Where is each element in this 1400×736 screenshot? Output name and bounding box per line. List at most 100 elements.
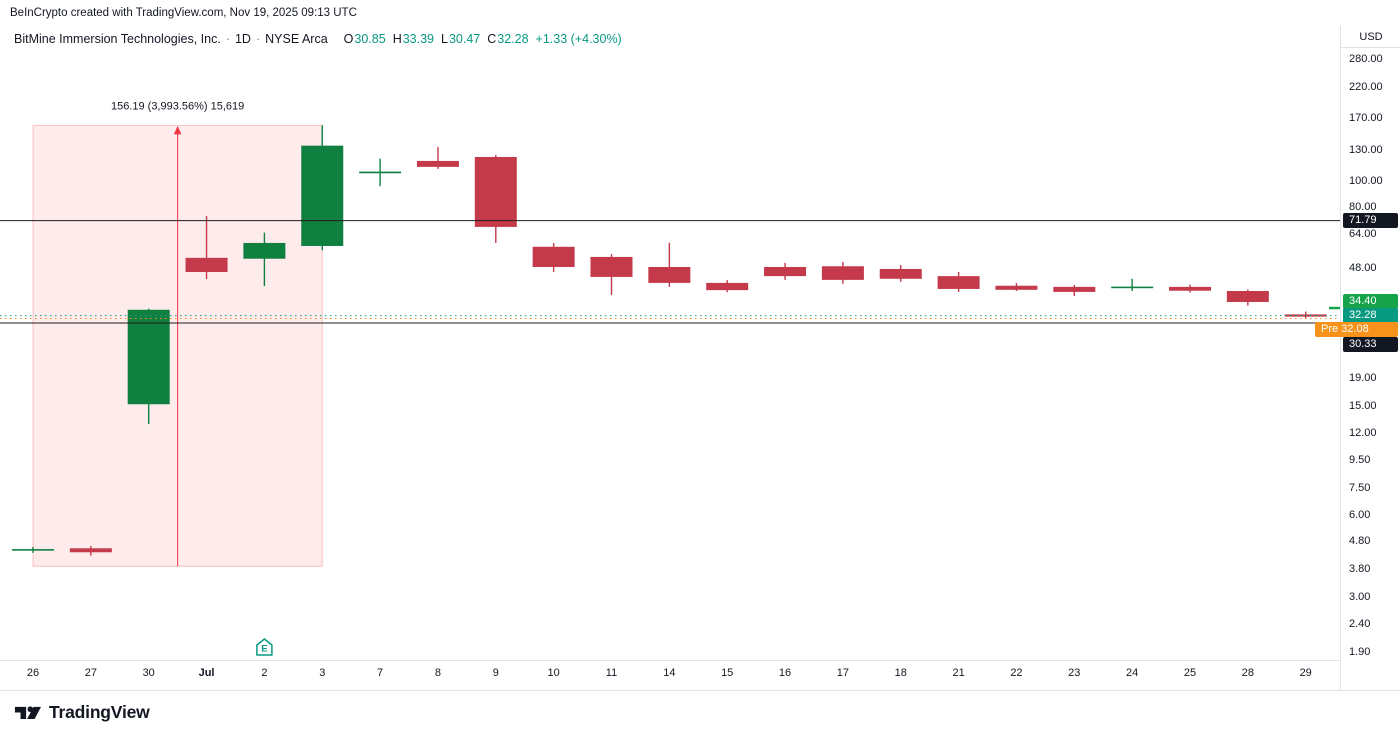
candle-17[interactable]: [821, 261, 864, 284]
time-label-8: 8: [434, 667, 441, 679]
measurement-label: 156.19 (3,993.56%) 15,619: [111, 100, 244, 112]
attribution-bar: BeInCrypto created with TradingView.com,…: [0, 0, 1400, 26]
price-label-71.79: 71.79: [1343, 213, 1398, 228]
candle-23[interactable]: [1053, 284, 1096, 296]
price-tick: 1.90: [1349, 645, 1371, 658]
time-label-16: 16: [778, 667, 792, 679]
time-label-2: 2: [261, 667, 268, 679]
price-tick: 170.00: [1349, 111, 1383, 124]
time-label-7: 7: [377, 667, 384, 679]
current-price-marker: [1329, 306, 1340, 310]
candle-Jul[interactable]: [185, 215, 228, 280]
price-tick: 6.00: [1349, 508, 1371, 521]
price-tick: 15.00: [1349, 400, 1377, 413]
candle-11[interactable]: [590, 254, 633, 295]
price-label-32.28: 32.28: [1343, 308, 1398, 323]
candle-18[interactable]: [879, 265, 922, 282]
ohlc-value-L: 30.47: [448, 32, 481, 46]
candle-27[interactable]: [69, 545, 112, 556]
candle-14[interactable]: [648, 242, 691, 287]
candle-3[interactable]: [301, 125, 344, 251]
time-label-11: 11: [605, 667, 618, 679]
exchange-label: NYSE Arca: [265, 32, 328, 46]
price-tick: 2.40: [1349, 617, 1371, 630]
price-axis[interactable]: USD 280.00 220.00 170.00 130.00 100.00 80.00 6…: [1315, 26, 1400, 690]
time-label-21: 21: [952, 667, 965, 679]
candle-7[interactable]: [359, 158, 402, 187]
ohlc-value-H: 33.39: [402, 32, 434, 46]
candle-24[interactable]: [1111, 278, 1154, 292]
time-label-10: 10: [547, 667, 560, 679]
time-label-17: 17: [836, 667, 850, 679]
ohlc-key-L: L: [441, 32, 448, 46]
currency-cell: USD: [1341, 26, 1400, 48]
price-tick: 19.00: [1349, 372, 1377, 385]
time-label-14: 14: [663, 667, 676, 679]
interval-label: 1D: [234, 32, 251, 46]
candle-15[interactable]: [706, 280, 749, 293]
price-tick: 100.00: [1349, 174, 1383, 187]
candle-2[interactable]: [243, 232, 286, 287]
candle-25[interactable]: [1169, 284, 1211, 293]
candle-22[interactable]: [995, 283, 1038, 292]
time-label-3: 3: [319, 667, 326, 679]
logo-bar: TradingView: [0, 690, 1400, 736]
price-tick: 130.00: [1349, 143, 1383, 156]
ohlc-key-C: C: [487, 32, 497, 46]
symbol-title[interactable]: BitMine Immersion Technologies, Inc.: [14, 32, 221, 46]
ohlc-values: O30.85 H33.39 L30.47 C32.28 +1.33 (+4.30%): [337, 32, 622, 46]
price-tick: 7.50: [1349, 482, 1371, 495]
price-tick: 64.00: [1349, 227, 1377, 240]
time-label-28: 28: [1241, 667, 1254, 679]
time-label-26: 26: [26, 667, 40, 679]
time-label-27: 27: [84, 667, 97, 679]
tradingview-logo[interactable]: TradingView: [14, 702, 150, 723]
candle-30[interactable]: [127, 308, 170, 425]
time-label-22: 22: [1010, 667, 1023, 679]
legend-separator: ·: [225, 32, 230, 46]
time-label-Jul: Jul: [198, 667, 215, 679]
legend-separator: ·: [255, 32, 261, 46]
change-value: +1.33 (+4.30%): [535, 32, 622, 46]
ohlc-value-C: 32.28: [497, 32, 529, 46]
price-tick: 3.00: [1349, 591, 1371, 604]
time-label-9: 9: [492, 667, 499, 679]
candle-21[interactable]: [937, 271, 980, 292]
candle-16[interactable]: [764, 262, 807, 280]
price-tick: 280.00: [1349, 52, 1383, 65]
candle-26[interactable]: [12, 546, 54, 553]
time-label-15: 15: [721, 667, 734, 679]
price-tick: 48.00: [1349, 261, 1377, 274]
earnings-icon[interactable]: E: [256, 638, 273, 656]
price-label-30.33: 30.33: [1343, 336, 1398, 352]
chart-plot-area[interactable]: 156.19 (3,993.56%) 15,619 E BitMine Immer…: [0, 26, 1340, 660]
candle-28[interactable]: [1226, 289, 1269, 306]
price-label-32.08: Pre 32.08: [1315, 322, 1398, 337]
price-range-measurement[interactable]: 156.19 (3,993.56%) 15,619: [32, 100, 323, 567]
candlestick-chart[interactable]: 156.19 (3,993.56%) 15,619 E: [0, 26, 1340, 660]
ohlc-key-O: O: [343, 32, 354, 46]
ohlc-key-H: H: [392, 32, 402, 46]
candle-8[interactable]: [416, 146, 459, 169]
tradingview-logo-text: TradingView: [49, 702, 150, 722]
time-label-24: 24: [1126, 667, 1139, 679]
time-label-18: 18: [894, 667, 907, 679]
time-label-30: 30: [142, 667, 155, 679]
price-tick: 4.80: [1349, 535, 1371, 548]
price-tick: 220.00: [1349, 81, 1383, 94]
time-label-29: 29: [1299, 667, 1312, 679]
price-tick: 9.50: [1349, 454, 1371, 467]
candle-10[interactable]: [532, 242, 575, 272]
time-label-25: 25: [1183, 667, 1197, 679]
ohlc-value-O: 30.85: [354, 32, 386, 46]
price-label-34.4: 34.40: [1343, 294, 1398, 309]
price-tick: 80.00: [1349, 201, 1377, 214]
svg-text:E: E: [261, 644, 267, 655]
time-label-23: 23: [1068, 667, 1081, 679]
price-tick: 3.80: [1349, 563, 1371, 576]
price-tick: 12.00: [1349, 426, 1377, 439]
time-axis[interactable]: 26 27 30 Jul 2 3 7 8 9 10 11 14 15 16 17 18 21 22 23 24 25 28…: [0, 660, 1400, 691]
currency-label: USD: [1359, 30, 1383, 43]
candle-9[interactable]: [474, 154, 517, 243]
